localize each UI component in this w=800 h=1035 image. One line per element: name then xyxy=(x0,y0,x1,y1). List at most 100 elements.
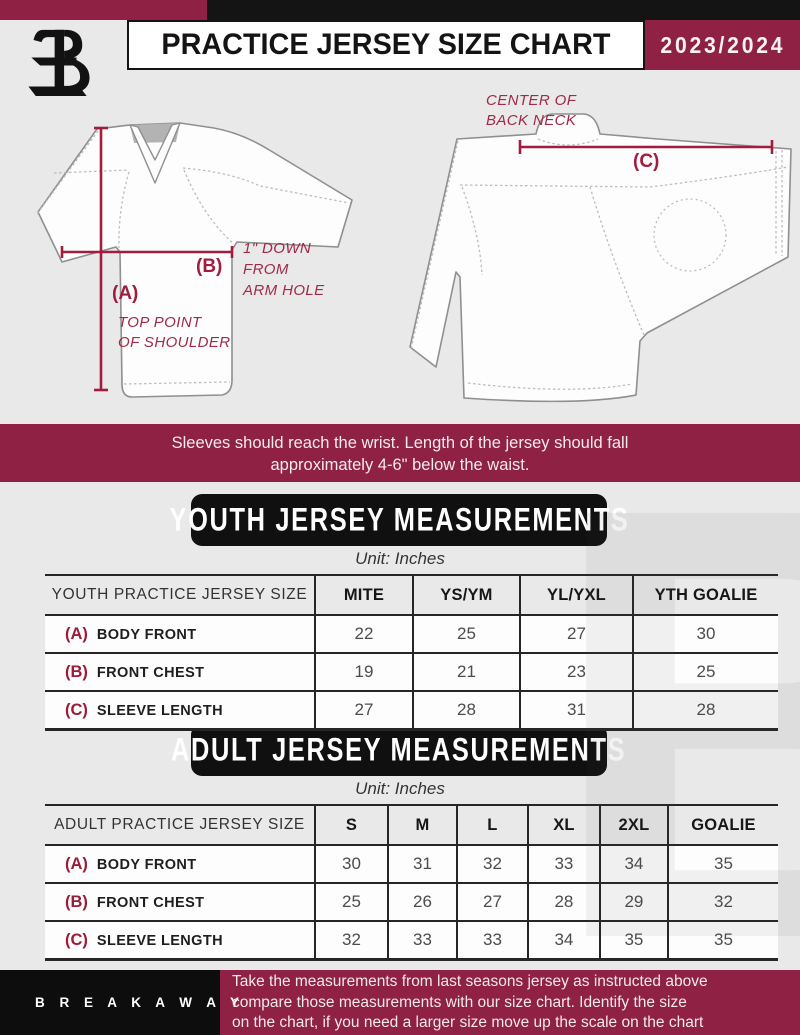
adult-row-c-label: (C) SLEEVE LENGTH xyxy=(45,921,315,960)
measure-c-caption-line1: CENTER OF xyxy=(486,92,577,109)
table-cell: 32 xyxy=(666,883,778,921)
adult-header-2xl: 2XL xyxy=(598,805,668,845)
youth-section-title-box: YOUTH JERSEY MEASUREMENTS xyxy=(169,494,627,546)
youth-header-mite: MITE xyxy=(313,575,413,615)
adult-table-header-row: ADULT PRACTICE JERSEY SIZE S M L XL 2XL … xyxy=(45,805,778,845)
table-cell: 23 xyxy=(518,653,633,691)
table-cell: 32 xyxy=(313,921,388,960)
table-cell: 32 xyxy=(455,845,528,883)
measure-b-label: (B) xyxy=(196,256,223,277)
fit-instruction-banner: Sleeves should reach the wrist. Length o… xyxy=(0,424,800,482)
youth-size-table: YOUTH PRACTICE JERSEY SIZE MITE YS/YM YL… xyxy=(45,574,778,731)
table-cell: 25 xyxy=(313,883,388,921)
footer-instructions: Take the measurements from last seasons … xyxy=(232,972,708,1034)
table-cell: 34 xyxy=(598,845,668,883)
footer-brand-box: B R E A K A W A Y xyxy=(0,970,239,1035)
row-letter: (B) xyxy=(65,662,88,681)
measure-a-caption-line2: OF SHOULDER xyxy=(118,334,231,351)
table-row: (A) BODY FRONT 30 31 32 33 34 35 xyxy=(45,845,778,883)
table-cell: 35 xyxy=(666,921,778,960)
adult-size-table: ADULT PRACTICE JERSEY SIZE S M L XL 2XL … xyxy=(45,804,778,961)
row-letter: (A) xyxy=(65,854,88,873)
fit-instruction-line2: approximately 4-6" below the waist. xyxy=(270,456,530,474)
row-name: FRONT CHEST xyxy=(96,894,205,911)
measure-b-caption-line3: ARM HOLE xyxy=(243,282,325,299)
table-cell: 19 xyxy=(313,653,413,691)
table-cell: 27 xyxy=(455,883,528,921)
measure-c-label: (C) xyxy=(633,151,660,172)
table-row: (C) SLEEVE LENGTH 32 33 33 34 35 35 xyxy=(45,921,778,960)
row-letter: (C) xyxy=(65,930,88,949)
table-cell: 28 xyxy=(631,691,778,730)
table-cell: 21 xyxy=(411,653,520,691)
front-jersey-diagram xyxy=(36,122,353,398)
table-cell: 25 xyxy=(411,615,520,653)
table-cell: 22 xyxy=(313,615,413,653)
adult-header-size: ADULT PRACTICE JERSEY SIZE xyxy=(54,816,305,833)
table-row: (B) FRONT CHEST 25 26 27 28 29 32 xyxy=(45,883,778,921)
table-row: (B) FRONT CHEST 19 21 23 25 xyxy=(45,653,778,691)
youth-header-goalie: YTH GOALIE xyxy=(631,575,778,615)
adult-section-title-box: ADULT JERSEY MEASUREMENTS xyxy=(171,724,625,776)
table-cell: 31 xyxy=(386,845,457,883)
row-name: BODY FRONT xyxy=(96,856,197,873)
youth-header-ylyxl: YL/YXL xyxy=(518,575,633,615)
table-cell: 33 xyxy=(386,921,457,960)
table-cell: 31 xyxy=(518,691,633,730)
table-cell: 26 xyxy=(386,883,457,921)
youth-section-title: YOUTH JERSEY MEASUREMENTS xyxy=(168,500,630,539)
measure-c-caption: CENTER OF BACK NECK xyxy=(486,91,576,131)
table-cell: 33 xyxy=(526,845,600,883)
table-cell: 35 xyxy=(666,845,778,883)
table-cell: 25 xyxy=(631,653,778,691)
adult-header-goalie: GOALIE xyxy=(666,805,778,845)
measure-c-caption-line2: BACK NECK xyxy=(486,112,577,129)
measure-b-caption-line1: 1" DOWN xyxy=(243,240,312,257)
measure-a-caption-line1: TOP POINT xyxy=(118,314,202,331)
row-name: FRONT CHEST xyxy=(96,664,205,681)
footer-instructions-line3: on the chart, if you need a larger size … xyxy=(232,1014,704,1031)
measure-b-caption: 1" DOWN FROM ARM HOLE xyxy=(243,238,325,301)
table-cell: 27 xyxy=(313,691,413,730)
table-cell: 35 xyxy=(598,921,668,960)
table-cell: 33 xyxy=(455,921,528,960)
adult-row-b-label: (B) FRONT CHEST xyxy=(45,883,315,921)
youth-unit-label: Unit: Inches xyxy=(355,549,445,568)
row-letter: (A) xyxy=(65,624,88,643)
measure-b-caption-line2: FROM xyxy=(243,261,289,278)
table-cell: 29 xyxy=(598,883,668,921)
adult-header-s: S xyxy=(313,805,388,845)
table-cell: 30 xyxy=(631,615,778,653)
season-badge: 2023/2024 xyxy=(645,20,800,70)
breakaway-logo-icon xyxy=(28,29,90,96)
table-cell: 28 xyxy=(526,883,600,921)
footer-instructions-line2: compare those measurements with our size… xyxy=(232,993,687,1011)
youth-row-b-label: (B) FRONT CHEST xyxy=(45,653,315,691)
youth-table-header-row: YOUTH PRACTICE JERSEY SIZE MITE YS/YM YL… xyxy=(45,575,778,615)
back-jersey-diagram xyxy=(409,113,792,403)
footer-brand-name: B R E A K A W A Y xyxy=(35,995,245,1010)
table-cell: 28 xyxy=(411,691,520,730)
youth-row-a-label: (A) BODY FRONT xyxy=(45,615,315,653)
row-letter: (B) xyxy=(65,892,88,911)
table-cell: 30 xyxy=(313,845,388,883)
top-strip-maroon xyxy=(0,0,207,20)
table-cell: 27 xyxy=(518,615,633,653)
adult-header-xl: XL xyxy=(526,805,600,845)
measure-a-caption: TOP POINT OF SHOULDER xyxy=(118,313,230,353)
table-row: (A) BODY FRONT 22 25 27 30 xyxy=(45,615,778,653)
youth-header-size: YOUTH PRACTICE JERSEY SIZE xyxy=(51,586,308,603)
page-title: PRACTICE JERSEY SIZE CHART xyxy=(161,28,611,61)
footer-instructions-line1: Take the measurements from last seasons … xyxy=(232,973,708,990)
adult-row-a-label: (A) BODY FRONT xyxy=(45,845,315,883)
row-name: SLEEVE LENGTH xyxy=(96,932,223,949)
page-title-box: PRACTICE JERSEY SIZE CHART xyxy=(127,20,645,70)
row-name: BODY FRONT xyxy=(96,626,197,643)
table-row: (C) SLEEVE LENGTH 27 28 31 28 xyxy=(45,691,778,730)
adult-header-l: L xyxy=(455,805,528,845)
fit-instruction-line1: Sleeves should reach the wrist. Length o… xyxy=(171,434,629,452)
season-label: 2023/2024 xyxy=(660,31,785,58)
row-letter: (C) xyxy=(65,700,88,719)
youth-row-c-label: (C) SLEEVE LENGTH xyxy=(45,691,315,730)
